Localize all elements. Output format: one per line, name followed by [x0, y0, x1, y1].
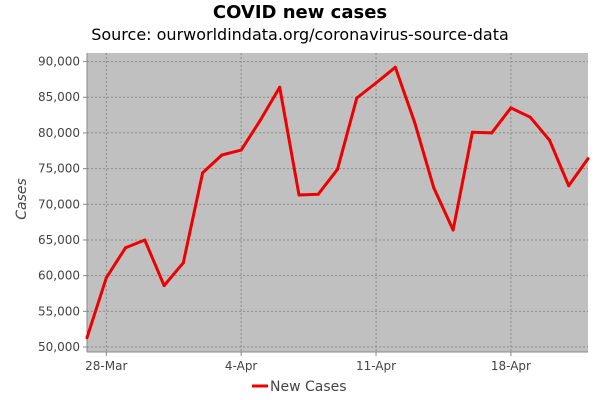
x-tick-label: 11-Apr: [356, 359, 396, 373]
y-axis-ticks: 50,000 55,000 60,000 65,000 70,000 75,000 80,0…: [38, 55, 87, 354]
data-point: [239, 148, 243, 152]
data-point: [567, 184, 571, 188]
data-point: [201, 171, 205, 175]
y-tick-label: 65,000: [38, 233, 80, 247]
data-point: [393, 65, 397, 69]
legend: New Cases: [252, 379, 347, 395]
data-point: [316, 192, 320, 196]
data-point: [336, 167, 339, 171]
y-tick-label: 50,000: [38, 340, 80, 354]
series-group: [85, 65, 590, 340]
data-point: [586, 157, 590, 161]
y-tick-label: 80,000: [38, 126, 80, 140]
x-tick-label: 4-Apr: [225, 359, 258, 373]
data-point: [490, 131, 494, 135]
data-point: [528, 115, 532, 119]
data-point: [181, 261, 185, 265]
y-axis-label: Cases: [14, 178, 30, 220]
data-point: [124, 246, 128, 250]
data-point: [432, 186, 436, 190]
x-axis-ticks: 28-Mar 4-Apr 11-Apr 18-Apr: [85, 352, 531, 373]
y-tick-label: 90,000: [38, 55, 80, 69]
chart-title: COVID new cases: [213, 2, 387, 23]
plot-area: [87, 53, 588, 352]
data-point: [547, 138, 551, 142]
data-point: [162, 284, 166, 288]
y-tick-label: 55,000: [38, 304, 80, 318]
data-point: [143, 238, 147, 242]
data-point: [278, 85, 282, 89]
grid-lines: [87, 53, 588, 352]
x-tick-label: 18-Apr: [491, 359, 531, 373]
data-point: [258, 118, 262, 122]
y-tick-label: 60,000: [38, 269, 80, 283]
axes: [86, 53, 588, 353]
data-point: [104, 276, 108, 280]
data-point: [355, 96, 359, 100]
y-tick-label: 85,000: [38, 90, 80, 104]
data-point: [451, 228, 455, 232]
data-point: [509, 106, 513, 110]
data-point: [470, 130, 474, 134]
chart-subtitle: Source: ourworldindata.org/coronavirus-s…: [91, 25, 509, 44]
y-tick-label: 70,000: [38, 197, 80, 211]
data-point: [297, 193, 301, 197]
data-point: [85, 336, 89, 340]
data-point: [413, 120, 417, 124]
legend-label-new-cases: New Cases: [270, 379, 347, 395]
y-tick-label: 75,000: [38, 162, 80, 176]
x-tick-label: 28-Mar: [85, 359, 127, 373]
data-point: [220, 153, 224, 157]
data-point: [374, 81, 378, 85]
